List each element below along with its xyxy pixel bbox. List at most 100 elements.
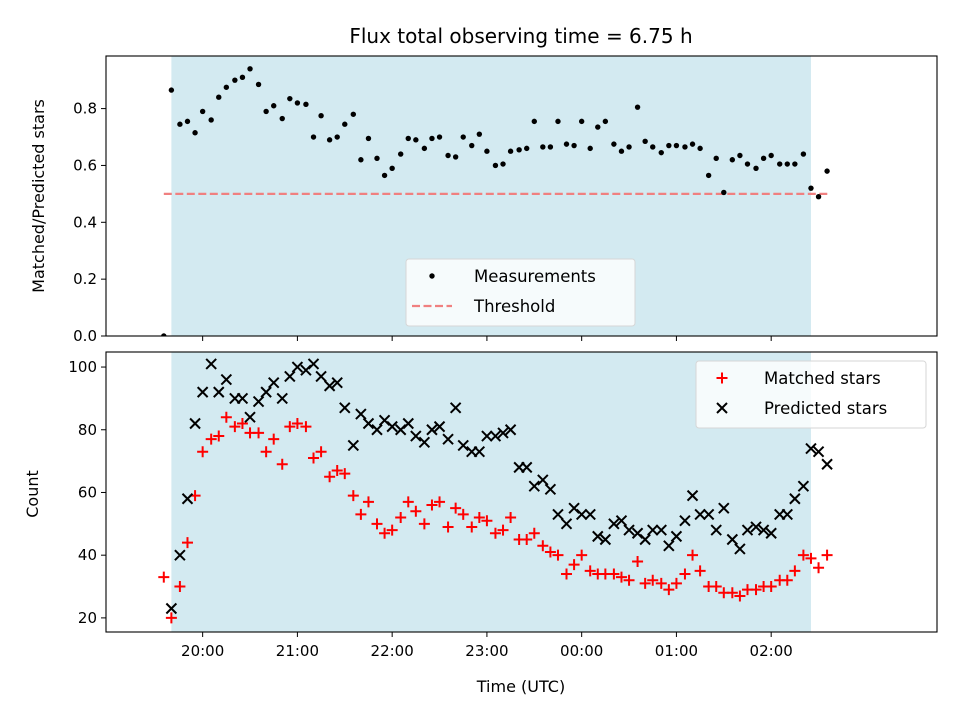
data-point xyxy=(223,84,230,90)
data-point xyxy=(626,144,632,150)
data-point xyxy=(521,461,533,474)
data-point xyxy=(442,521,454,533)
data-point xyxy=(721,189,727,196)
data-point xyxy=(232,77,238,83)
data-point xyxy=(734,543,746,555)
data-point xyxy=(184,118,191,125)
x-tick-label: 02:00 xyxy=(750,642,793,660)
data-point xyxy=(460,134,466,140)
data-point xyxy=(540,144,546,150)
data-point xyxy=(602,118,609,125)
axes-frame xyxy=(105,55,938,337)
data-point xyxy=(552,549,564,561)
data-point xyxy=(260,386,272,398)
y-tick-label: 0.8 xyxy=(73,100,97,118)
data-point xyxy=(686,489,699,502)
data-point xyxy=(694,508,706,521)
data-point xyxy=(342,121,348,127)
data-point xyxy=(578,118,585,125)
data-point xyxy=(362,417,375,430)
panel-marks xyxy=(161,66,830,336)
data-point xyxy=(623,524,635,536)
data-point xyxy=(821,458,833,470)
y-tick-label: 60 xyxy=(78,483,97,501)
data-point xyxy=(757,524,770,536)
data-point xyxy=(426,424,438,436)
data-point xyxy=(355,508,367,520)
data-point xyxy=(350,111,357,117)
data-point xyxy=(386,420,398,433)
data-point xyxy=(663,584,675,596)
data-point xyxy=(521,534,533,546)
data-point xyxy=(442,433,454,445)
data-point xyxy=(324,471,336,483)
data-point xyxy=(445,152,451,159)
y-tick-label: 80 xyxy=(78,421,97,439)
data-point xyxy=(760,155,767,162)
data-point xyxy=(611,141,617,147)
data-point xyxy=(189,417,201,430)
data-point xyxy=(805,552,817,564)
data-point xyxy=(673,142,680,149)
y-tick-label: 0.2 xyxy=(73,270,97,288)
x-tick-label: 23:00 xyxy=(465,642,508,660)
data-point xyxy=(315,370,327,383)
data-point xyxy=(247,66,253,72)
legend-marker xyxy=(716,372,728,384)
data-point xyxy=(315,446,327,458)
data-point xyxy=(618,148,625,154)
data-point xyxy=(220,373,233,386)
data-point xyxy=(168,87,175,93)
data-point xyxy=(268,433,280,445)
data-point xyxy=(537,540,549,552)
data-point xyxy=(666,142,672,149)
data-point xyxy=(726,587,738,599)
data-point xyxy=(561,568,573,580)
data-point xyxy=(705,172,712,179)
data-point xyxy=(165,612,177,624)
data-point xyxy=(473,512,485,524)
data-point xyxy=(192,130,198,136)
data-point xyxy=(402,417,414,430)
data-point xyxy=(481,430,493,442)
data-point xyxy=(484,148,490,154)
data-point xyxy=(318,112,324,119)
legend-label: Predicted stars xyxy=(764,399,887,418)
data-point xyxy=(768,152,774,159)
data-point xyxy=(436,134,443,140)
data-point xyxy=(397,151,404,157)
data-point xyxy=(568,559,580,571)
legend: Measurements Threshold xyxy=(405,258,636,327)
x-tick-label: 21:00 xyxy=(276,642,319,660)
data-point xyxy=(389,165,395,171)
x-axis-label: Time (UTC) xyxy=(476,677,565,696)
data-point xyxy=(374,155,380,162)
data-point xyxy=(531,118,537,125)
data-point xyxy=(492,162,499,169)
data-point xyxy=(552,508,564,521)
data-point xyxy=(647,524,659,536)
data-point xyxy=(276,392,288,405)
series-matched-stars xyxy=(158,411,833,624)
data-point xyxy=(815,194,822,200)
y-tick-label: 0.6 xyxy=(73,156,97,174)
data-point xyxy=(718,502,730,514)
data-point xyxy=(634,104,641,110)
data-point xyxy=(466,521,478,533)
data-point xyxy=(208,117,214,123)
data-point xyxy=(196,386,209,398)
data-point xyxy=(381,172,388,179)
data-point xyxy=(291,361,304,373)
top-y-axis-label: Matched/Predicted stars xyxy=(29,99,48,293)
data-point xyxy=(457,439,469,452)
data-point xyxy=(457,508,469,520)
data-point xyxy=(789,493,801,505)
y-tick-label: 0.4 xyxy=(73,213,97,231)
data-point xyxy=(255,81,262,88)
data-point xyxy=(410,430,422,442)
data-point xyxy=(469,142,475,149)
data-point xyxy=(710,524,722,536)
data-point xyxy=(426,499,438,511)
